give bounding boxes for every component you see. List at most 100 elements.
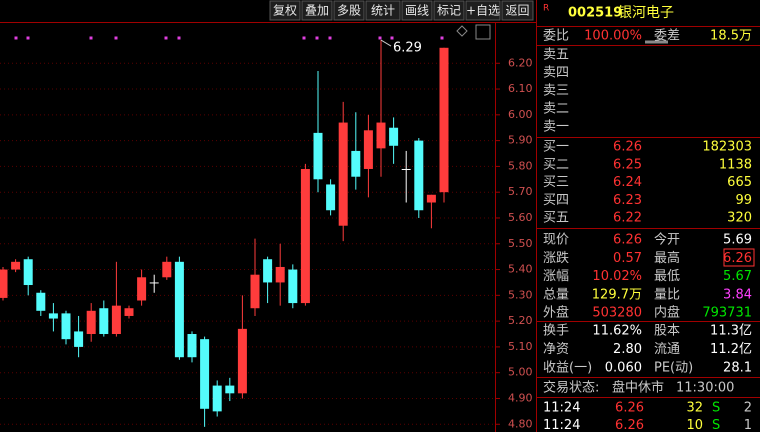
candle-body bbox=[389, 127, 399, 146]
candle-body bbox=[288, 269, 298, 304]
finance-value: 2.80 bbox=[613, 342, 642, 357]
y-tick-label: 4.80 bbox=[508, 417, 533, 430]
ask-label: 卖一 bbox=[543, 120, 569, 135]
finance-value: 28.1 bbox=[723, 361, 752, 376]
scroll-box[interactable] bbox=[475, 24, 491, 40]
quote-label: 最高 bbox=[654, 250, 680, 266]
toolbar-label: 画线 bbox=[405, 4, 429, 18]
candle-body bbox=[363, 130, 373, 169]
trade-time: 11:24 bbox=[543, 418, 580, 432]
y-tick-label: 5.40 bbox=[508, 263, 533, 276]
event-dot bbox=[177, 36, 181, 40]
quote-value: 10.02% bbox=[592, 269, 642, 284]
quote-label: 今开 bbox=[654, 232, 680, 248]
panel-separators bbox=[537, 26, 760, 398]
bid-volume: 182303 bbox=[702, 140, 752, 155]
y-tick-label: 5.90 bbox=[508, 134, 533, 147]
trade-price: 6.26 bbox=[615, 401, 644, 416]
candle-body bbox=[263, 259, 273, 283]
trade-side: S bbox=[712, 401, 720, 416]
candle-body bbox=[275, 266, 285, 283]
toolbar-button[interactable] bbox=[269, 0, 301, 21]
ask-label: 卖五 bbox=[543, 48, 569, 63]
stock-name: 银河电子 bbox=[618, 5, 674, 21]
quote-label: 涨幅 bbox=[543, 269, 569, 284]
finance-label: 换手 bbox=[543, 324, 569, 339]
candle-body bbox=[61, 313, 71, 340]
y-tick-label: 5.80 bbox=[508, 159, 533, 172]
status-label: 交易状态: bbox=[543, 380, 599, 396]
trade-side: S bbox=[712, 418, 720, 432]
event-dot bbox=[302, 36, 306, 40]
candle-body bbox=[351, 150, 361, 177]
toolbar-button[interactable] bbox=[465, 0, 501, 21]
high-box bbox=[723, 248, 755, 267]
bid-price: 6.23 bbox=[613, 193, 642, 208]
toolbar-button[interactable] bbox=[301, 0, 333, 21]
event-dot bbox=[315, 36, 319, 40]
bid-label: 买二 bbox=[543, 157, 569, 172]
candle-body bbox=[414, 140, 424, 211]
toolbar-label: 叠加 bbox=[305, 4, 329, 18]
candle-body bbox=[313, 132, 323, 180]
candle-body bbox=[48, 313, 58, 319]
toolbar-button[interactable] bbox=[365, 0, 401, 21]
quote-value: 0.57 bbox=[613, 251, 642, 266]
candle-body bbox=[0, 269, 8, 298]
candle-body bbox=[124, 308, 134, 316]
toolbar-button[interactable] bbox=[433, 0, 465, 21]
y-tick-label: 5.10 bbox=[508, 340, 533, 353]
event-dot bbox=[440, 36, 444, 40]
quote-value: 6.26 bbox=[723, 251, 752, 266]
quote-value: 5.69 bbox=[723, 233, 752, 248]
bid-price: 6.26 bbox=[613, 140, 642, 155]
candle-body bbox=[187, 334, 197, 358]
quote-label: 量比 bbox=[654, 287, 680, 302]
y-tick-label: 5.70 bbox=[508, 185, 533, 198]
y-tick-label: 6.10 bbox=[508, 82, 533, 95]
candle-body bbox=[137, 277, 147, 301]
nav-diamond[interactable] bbox=[456, 25, 468, 37]
quote-label: 现价 bbox=[543, 233, 569, 248]
trade-count: 1 bbox=[744, 418, 752, 432]
quote-label: 最低 bbox=[654, 269, 680, 284]
toolbar-button[interactable] bbox=[333, 0, 365, 21]
event-dot bbox=[378, 36, 382, 40]
stock-code: 002519 bbox=[568, 6, 622, 21]
event-dot bbox=[89, 36, 93, 40]
candle-body bbox=[250, 274, 260, 309]
toolbar-label: 标记 bbox=[437, 4, 461, 18]
finance-value: 11.62% bbox=[592, 324, 642, 339]
event-dot bbox=[328, 36, 332, 40]
toolbar-button[interactable] bbox=[501, 0, 534, 21]
candle-body bbox=[86, 310, 96, 335]
finance-value: 0.060 bbox=[605, 361, 642, 376]
event-dot bbox=[14, 36, 18, 40]
quote-value: 3.84 bbox=[723, 287, 752, 302]
candle-body bbox=[99, 308, 109, 335]
quote-label: 涨跌 bbox=[543, 250, 569, 266]
event-dot bbox=[390, 36, 394, 40]
toolbar-label: 返回 bbox=[505, 4, 529, 18]
toolbar-button[interactable] bbox=[401, 0, 433, 21]
status-value: 盘中休市 bbox=[612, 380, 664, 396]
event-dot bbox=[164, 36, 168, 40]
finance-label: PE(动) bbox=[654, 361, 693, 376]
toolbar-label: 复权 bbox=[273, 4, 297, 18]
finance-label: 净资 bbox=[543, 342, 569, 357]
candle-body bbox=[11, 261, 21, 270]
panel-value: 18.5万 bbox=[710, 29, 752, 44]
quote-value: 793731 bbox=[702, 306, 752, 321]
toolbar-label: 统计 bbox=[371, 4, 395, 18]
candle-body bbox=[200, 339, 210, 409]
trade-price: 6.26 bbox=[615, 418, 644, 432]
quote-value: 503280 bbox=[592, 306, 642, 321]
peak-pointer bbox=[380, 39, 392, 47]
finance-value: 11.2亿 bbox=[710, 342, 752, 357]
candle-body bbox=[237, 328, 247, 394]
toolbar-label: 多股 bbox=[337, 4, 361, 18]
finance-label: 收益(一) bbox=[543, 361, 592, 376]
candle-body bbox=[376, 122, 386, 149]
